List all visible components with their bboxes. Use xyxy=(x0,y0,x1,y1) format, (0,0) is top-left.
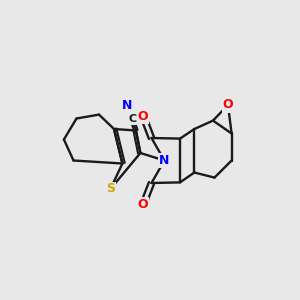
Text: C: C xyxy=(128,114,136,124)
Text: O: O xyxy=(138,198,148,211)
Text: S: S xyxy=(106,182,115,196)
Text: N: N xyxy=(159,154,170,167)
Text: O: O xyxy=(138,110,148,123)
Text: O: O xyxy=(223,98,233,112)
Text: N: N xyxy=(122,99,133,112)
